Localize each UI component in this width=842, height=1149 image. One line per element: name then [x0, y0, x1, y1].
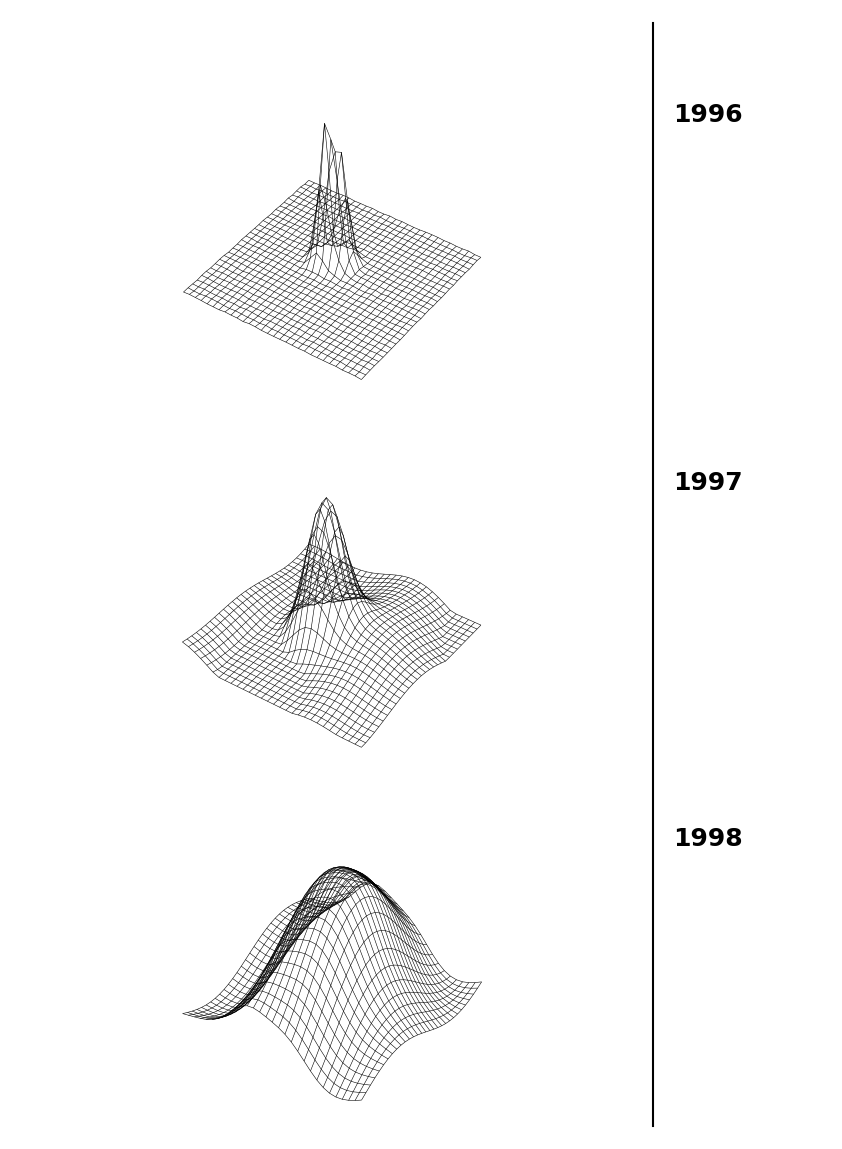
Text: 1996: 1996 — [674, 103, 743, 126]
Text: 1998: 1998 — [674, 827, 743, 850]
Text: 1997: 1997 — [674, 471, 743, 494]
